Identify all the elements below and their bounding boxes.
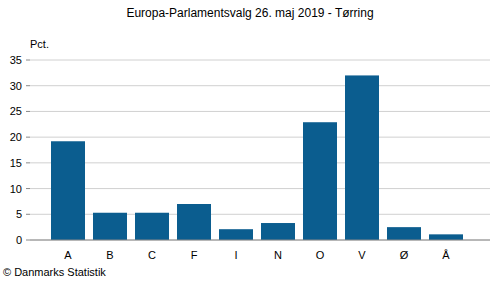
grid-line (30, 137, 490, 138)
bar (303, 122, 337, 240)
y-tick-label: 0 (16, 234, 22, 246)
y-tick-label: 10 (10, 183, 22, 195)
grid-line (30, 188, 490, 189)
y-tick-label: 20 (10, 131, 22, 143)
x-tick-label: O (316, 249, 325, 261)
bar (261, 223, 295, 240)
grid-line (30, 111, 490, 112)
grid-line (30, 85, 490, 86)
x-tick-label: F (191, 249, 198, 261)
y-tick-label: 35 (10, 54, 22, 66)
x-tick-label: Ø (400, 249, 409, 261)
y-tick (26, 214, 30, 215)
y-tick (26, 85, 30, 86)
bar (387, 227, 421, 240)
source: © Danmarks Statistik (3, 266, 106, 278)
y-tick (26, 60, 30, 61)
y-tick (26, 240, 30, 241)
y-tick (26, 137, 30, 138)
y-tick-label: 25 (10, 105, 22, 117)
bar (219, 229, 253, 240)
y-tick-label: 15 (10, 157, 22, 169)
x-tick-label: A (64, 249, 72, 261)
chart: Europa-Parlamentsvalg 26. maj 2019 - Tør… (0, 0, 500, 282)
x-tick-label: C (148, 249, 156, 261)
y-tick-label: 30 (10, 80, 22, 92)
y-tick (26, 111, 30, 112)
bar (135, 213, 169, 240)
bar (51, 141, 85, 240)
y-tick (26, 162, 30, 163)
title: Europa-Parlamentsvalg 26. maj 2019 - Tør… (126, 6, 373, 20)
y-tick (26, 188, 30, 189)
x-tick-label: V (358, 249, 366, 261)
x-tick-label: B (106, 249, 113, 261)
bar (93, 213, 127, 240)
x-tick-label: N (274, 249, 282, 261)
bar (345, 75, 379, 240)
grid-line (30, 240, 490, 241)
grid-line (30, 60, 490, 61)
y-tick-label: 5 (16, 208, 22, 220)
bar (429, 234, 463, 240)
y-axis-label: Pct. (30, 38, 49, 50)
x-axis (30, 240, 490, 241)
bars (51, 75, 463, 240)
x-tick-label: I (234, 249, 237, 261)
grid-line (30, 162, 490, 163)
bar (177, 204, 211, 240)
x-tick-label: Å (442, 249, 450, 261)
